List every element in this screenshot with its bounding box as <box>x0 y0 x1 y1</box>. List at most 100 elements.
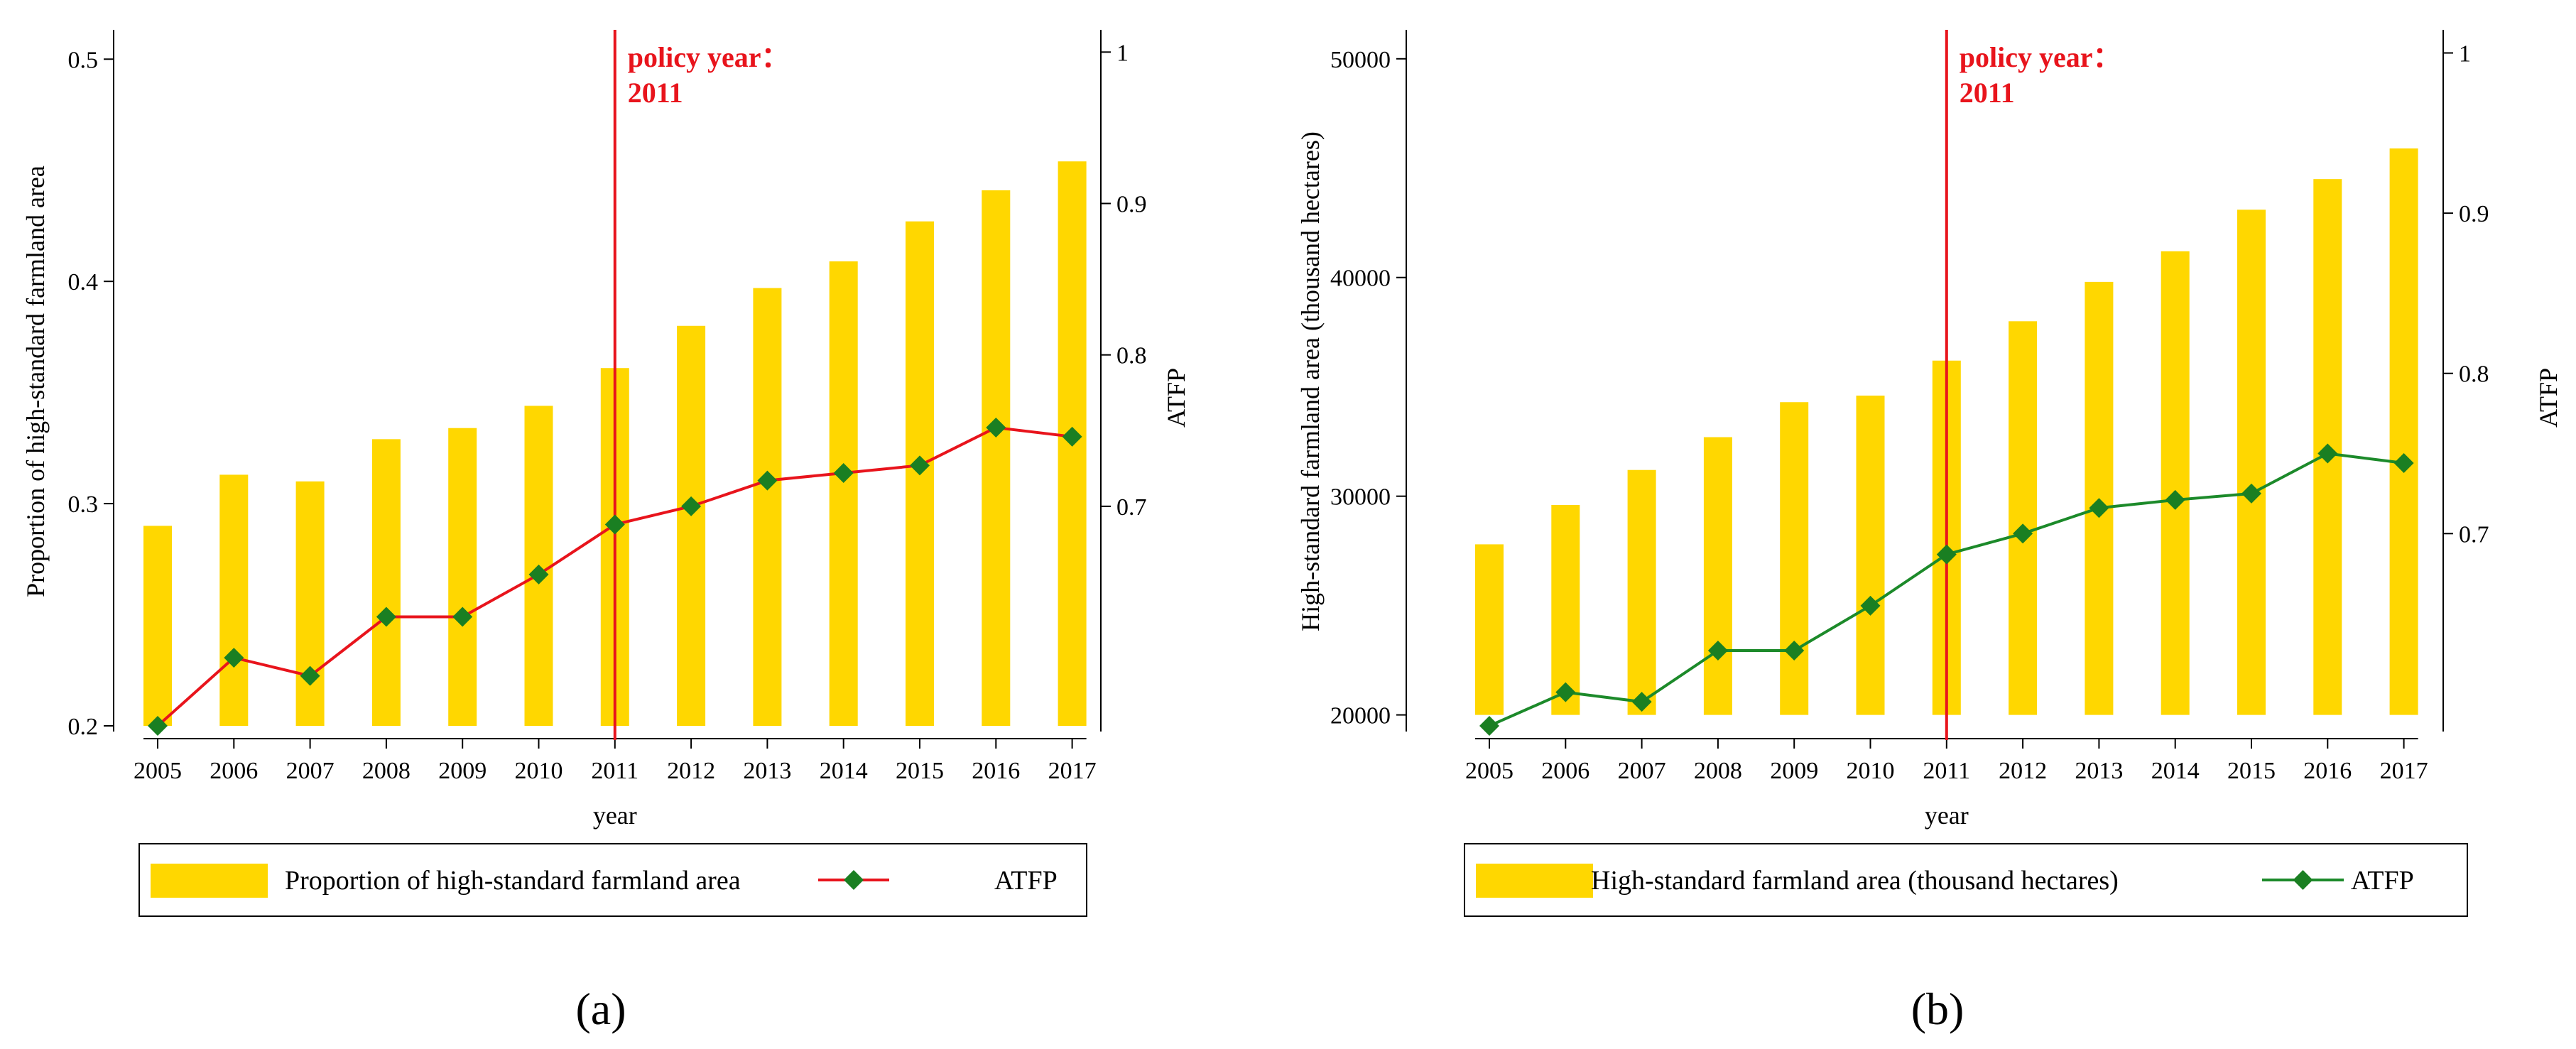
b-xtick-label: 2013 <box>2075 758 2123 784</box>
a-bar-2006 <box>219 474 249 726</box>
a-xtick-label: 2013 <box>743 758 791 784</box>
b-ytick-right-label: 0.9 <box>2459 201 2489 227</box>
a-legend-box <box>138 843 1087 917</box>
panel-b-chart: 20000 30000 40000 50000 0.7 0.8 0.9 1 2005 2006 20… <box>1296 30 2563 1034</box>
a-atfp-point-2007 <box>300 665 320 686</box>
a-bar-2013 <box>753 288 782 726</box>
a-atfp-point-2017 <box>1062 426 1082 447</box>
a-bar-2012 <box>677 325 706 727</box>
b-xtick-label: 2014 <box>2151 758 2200 784</box>
a-atfp-point-2014 <box>833 462 854 483</box>
b-atfp-point-2016 <box>2317 443 2338 464</box>
a-legend-bar-swatch <box>151 864 268 898</box>
b-xtick-label: 2017 <box>2380 758 2428 784</box>
b-bar-2005 <box>1475 544 1504 715</box>
b-atfp-point-2008 <box>1707 640 1728 661</box>
b-ytick-left-label: 30000 <box>1330 484 1391 511</box>
a-legend-marker <box>844 870 864 890</box>
b-bar-2017 <box>2389 148 2418 715</box>
a-bar-2007 <box>295 481 325 726</box>
a-ytick-right-label: 0.8 <box>1116 343 1147 369</box>
a-xtick-label: 2010 <box>515 758 563 784</box>
b-xtick-label: 2006 <box>1541 758 1589 784</box>
b-atfp-point-2006 <box>1555 682 1576 702</box>
a-xtick-label: 2009 <box>438 758 487 784</box>
a-policy-year-value: 2011 <box>628 77 683 109</box>
a-atfp-point-2009 <box>452 607 473 627</box>
a-legend-bar-label: Proportion of high-standard farmland are… <box>285 866 741 896</box>
a-xtick-label: 2008 <box>362 758 411 784</box>
b-xtick-label: 2016 <box>2303 758 2352 784</box>
a-xtick-label: 2005 <box>134 758 182 784</box>
b-atfp-point-2005 <box>1479 716 1499 736</box>
a-ytick-left-label: 0.3 <box>68 491 99 518</box>
b-xtick-label: 2012 <box>1999 758 2047 784</box>
b-bar-2014 <box>2161 251 2190 715</box>
a-y-axis-title: Proportion of high-standard farmland are… <box>21 165 50 597</box>
a-ytick-left-label: 0.4 <box>68 269 99 295</box>
a-ytick-left-label: 0.5 <box>68 47 99 73</box>
a-ytick-right-label: 0.9 <box>1116 192 1147 218</box>
a-xtick-label: 2011 <box>591 758 638 784</box>
b-xtick-label: 2010 <box>1847 758 1895 784</box>
b-bar-2007 <box>1627 469 1656 715</box>
panel-a-chart: 0.2 0.3 0.4 0.5 0.7 0.8 0.9 1 2005 2006 2007 2008 20… <box>21 30 1190 1034</box>
a-atfp-point-2015 <box>910 455 930 476</box>
b-xtick-label: 2007 <box>1618 758 1666 784</box>
b-policy-year-label: policy year： <box>1960 41 2121 73</box>
b-y2-axis-title: ATFP <box>2534 368 2563 428</box>
a-ytick-right-label: 0.7 <box>1116 494 1147 521</box>
a-xtick-label: 2016 <box>972 758 1020 784</box>
a-atfp-point-2016 <box>986 418 1006 438</box>
b-atfp-point-2009 <box>1784 640 1805 661</box>
a-x-axis-title: year <box>593 801 637 830</box>
a-y2-axis-title: ATFP <box>1162 368 1190 428</box>
b-atfp-point-2013 <box>2089 498 2109 518</box>
b-ytick-left-label: 50000 <box>1330 47 1391 73</box>
b-atfp-point-2011 <box>1936 544 1957 565</box>
b-legend-bar-swatch <box>1476 864 1593 898</box>
b-xtick-label: 2009 <box>1770 758 1818 784</box>
b-xtick-label: 2005 <box>1465 758 1513 784</box>
a-xtick-label: 2015 <box>896 758 944 784</box>
a-xtick-label: 2012 <box>667 758 715 784</box>
b-xtick-label: 2008 <box>1694 758 1742 784</box>
a-xtick-label: 2014 <box>820 758 868 784</box>
a-bar-2005 <box>143 526 172 726</box>
a-ytick-right-label: 1 <box>1116 40 1129 66</box>
b-atfp-point-2014 <box>2165 489 2185 510</box>
a-panel-label: (a) <box>575 984 626 1034</box>
a-atfp-point-2005 <box>148 716 168 736</box>
b-legend-bar-label: High-standard farmland area (thousand he… <box>1591 866 2119 896</box>
b-bar-2008 <box>1703 437 1732 715</box>
b-legend-line-label: ATFP <box>2351 866 2414 896</box>
a-atfp-point-2006 <box>224 648 244 668</box>
b-bar-2006 <box>1551 504 1580 715</box>
b-ytick-right-label: 0.8 <box>2459 362 2489 388</box>
b-legend-marker <box>2293 870 2313 890</box>
b-ytick-left-label: 20000 <box>1330 703 1391 729</box>
a-bar-2009 <box>448 428 477 726</box>
b-policy-year-value: 2011 <box>1960 77 2015 109</box>
b-bar-2010 <box>1856 396 1885 715</box>
a-atfp-point-2012 <box>681 496 702 516</box>
b-bar-2009 <box>1780 402 1809 715</box>
b-atfp-point-2007 <box>1631 692 1652 712</box>
a-atfp-point-2011 <box>604 514 625 535</box>
b-ytick-right-label: 1 <box>2459 41 2471 67</box>
b-ytick-right-label: 0.7 <box>2459 521 2489 548</box>
a-xtick-label: 2006 <box>210 758 258 784</box>
a-bar-2016 <box>982 190 1011 727</box>
b-x-axis-title: year <box>1925 801 1969 830</box>
b-atfp-point-2012 <box>2013 523 2033 544</box>
a-atfp-point-2013 <box>757 470 778 491</box>
a-atfp-point-2008 <box>376 607 396 627</box>
b-ytick-left-label: 40000 <box>1330 266 1391 292</box>
a-xtick-label: 2007 <box>286 758 335 784</box>
b-atfp-point-2015 <box>2241 483 2261 504</box>
a-ytick-left-label: 0.2 <box>68 714 99 740</box>
b-bar-2015 <box>2237 210 2266 715</box>
b-atfp-point-2010 <box>1860 595 1881 616</box>
a-xtick-label: 2017 <box>1048 758 1097 784</box>
